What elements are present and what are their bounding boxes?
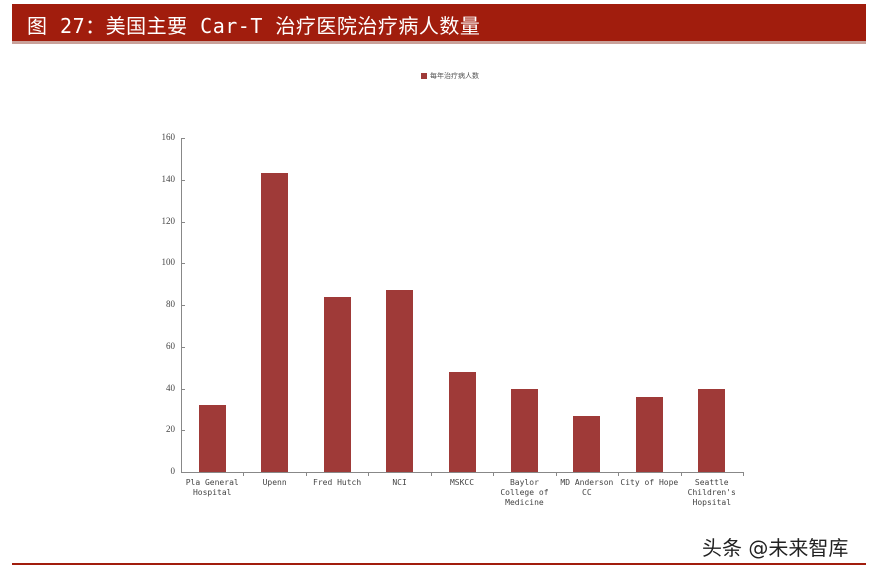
x-tick-label: NCI	[392, 478, 407, 487]
x-tick	[368, 472, 370, 476]
chart-legend: 每年治疗病人数	[421, 71, 479, 81]
y-tick	[181, 472, 185, 473]
bar	[261, 173, 289, 472]
x-tick-label: MSKCC	[449, 478, 475, 487]
legend-label: 每年治疗病人数	[430, 72, 479, 80]
figure-title: 图 27：美国主要 Car-T 治疗医院治疗病人数量	[27, 14, 481, 38]
x-tick-label: Baylor College of Medicine	[500, 478, 549, 507]
y-tick	[181, 346, 185, 348]
bar	[698, 388, 726, 472]
y-tick-label: 60	[166, 340, 175, 351]
y-tick-label: 120	[161, 215, 176, 226]
x-tick	[305, 472, 307, 476]
y-tick	[181, 179, 185, 181]
y-tick-label: 0	[170, 466, 176, 476]
y-tick	[181, 388, 185, 390]
x-tick-label: Fred Hutch	[313, 478, 362, 487]
bar	[510, 388, 538, 472]
bar	[323, 296, 351, 472]
x-tick	[493, 472, 495, 476]
x-axis	[181, 472, 743, 473]
bottom-divider	[12, 563, 866, 565]
y-tick-label: 140	[161, 173, 176, 184]
bar	[635, 396, 663, 472]
x-tick	[680, 472, 682, 476]
y-tick	[181, 263, 185, 265]
watermark: 头条 @未来智库	[702, 536, 849, 560]
y-tick	[181, 221, 185, 223]
x-tick-label: Seattle Children's Hopsital	[687, 478, 736, 507]
x-tick	[430, 472, 432, 476]
x-tick-label: Upenn	[262, 478, 287, 487]
y-tick-label: 40	[166, 382, 175, 393]
x-tick	[555, 472, 557, 476]
y-tick-label: 100	[161, 257, 176, 268]
bar	[573, 415, 601, 472]
x-tick	[243, 472, 245, 476]
x-tick-label: MD Anderson CC	[560, 478, 614, 497]
bar	[448, 371, 476, 472]
legend-swatch	[421, 73, 427, 79]
x-tick-label: Pla General Hospital	[185, 478, 239, 497]
x-tick	[743, 472, 744, 476]
figure-title-bar: 图 27：美国主要 Car-T 治疗医院治疗病人数量	[12, 4, 866, 44]
bar	[386, 290, 414, 472]
y-tick-label: 80	[166, 299, 175, 309]
y-tick	[181, 305, 185, 306]
x-tick-label: City of Hope	[620, 478, 679, 487]
y-tick-label: 160	[161, 132, 176, 142]
bar	[198, 405, 226, 472]
y-tick	[181, 138, 185, 139]
y-tick-label: 20	[166, 424, 175, 435]
x-tick	[618, 472, 620, 476]
y-tick	[181, 430, 185, 432]
